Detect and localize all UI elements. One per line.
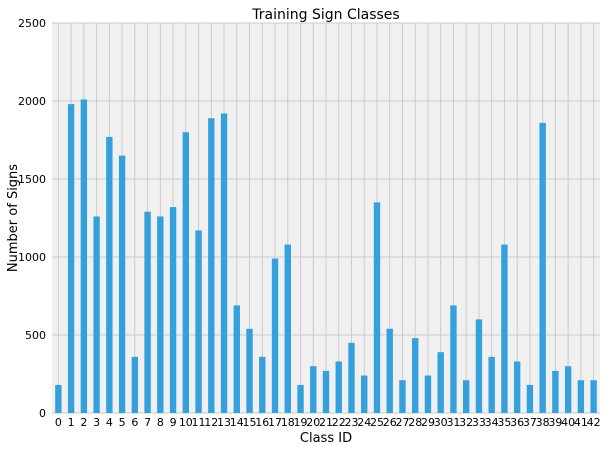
x-tick-label: 22 [332, 416, 346, 429]
x-tick-label: 1 [68, 416, 75, 429]
x-tick-label: 30 [434, 416, 448, 429]
bar-class-11 [195, 230, 202, 413]
bar-class-31 [450, 305, 457, 413]
y-tick-label: 1500 [18, 173, 46, 186]
bar-class-39 [552, 370, 559, 413]
x-tick-label: 14 [230, 416, 244, 429]
x-tick-label: 17 [268, 416, 282, 429]
x-tick-label: 20 [306, 416, 320, 429]
y-tick-label: 500 [25, 329, 46, 342]
bar-class-21 [322, 370, 330, 413]
x-tick-label: 6 [131, 416, 138, 429]
chart-title: Training Sign Classes [251, 7, 399, 23]
x-tick-label: 11 [192, 416, 206, 429]
x-tick-label: 9 [170, 416, 177, 429]
x-tick-label: 38 [536, 416, 550, 429]
x-tick-label: 5 [119, 416, 126, 429]
x-tick-label: 16 [255, 416, 269, 429]
bar-class-24 [361, 375, 368, 413]
x-tick-label: 25 [370, 416, 384, 429]
bar-class-14 [233, 305, 240, 413]
bar-class-8 [157, 216, 164, 413]
bar-class-34 [488, 356, 495, 413]
bar-class-32 [463, 380, 470, 413]
bar-class-28 [412, 338, 419, 413]
bar-class-37 [526, 384, 534, 413]
y-tick-label: 0 [39, 407, 46, 420]
x-tick-label: 21 [319, 416, 333, 429]
bar-class-27 [399, 380, 406, 413]
bar-class-22 [335, 361, 342, 413]
bar-class-26 [386, 328, 393, 413]
x-tick-label: 33 [472, 416, 486, 429]
bar-class-38 [539, 122, 546, 413]
x-tick-label: 13 [217, 416, 231, 429]
x-axis-ticks: 0 1 2 3 4 5 6 7 8 9 101112131415161718192021222324… [55, 416, 601, 429]
x-tick-label: 40 [561, 416, 575, 429]
bar-class-16 [259, 356, 266, 413]
bar-class-6 [131, 356, 139, 413]
y-axis-label: Number of Signs [6, 164, 21, 272]
x-tick-label: 27 [395, 416, 409, 429]
bar-class-40 [564, 366, 572, 413]
x-tick-label: 12 [204, 416, 218, 429]
x-tick-label: 26 [383, 416, 397, 429]
bar-class-42 [590, 380, 597, 413]
bar-class-41 [577, 380, 585, 413]
bar-class-3 [93, 216, 100, 413]
x-tick-label: 36 [510, 416, 524, 429]
x-tick-label: 34 [485, 416, 499, 429]
bar-class-1 [67, 104, 75, 414]
x-tick-label: 32 [459, 416, 473, 429]
x-tick-label: 7 [144, 416, 151, 429]
bar-class-2 [80, 99, 88, 413]
x-tick-label: 10 [179, 416, 193, 429]
x-tick-label: 19 [294, 416, 308, 429]
bar-class-15 [246, 328, 253, 413]
bar-class-7 [144, 211, 151, 413]
x-tick-label: 24 [357, 416, 371, 429]
x-axis-label: Class ID [300, 431, 352, 446]
bar-class-23 [348, 342, 355, 413]
x-tick-label: 18 [281, 416, 295, 429]
x-tick-label: 41 [574, 416, 588, 429]
x-tick-label: 2 [80, 416, 87, 429]
y-tick-label: 1000 [18, 251, 46, 264]
x-tick-label: 42 [587, 416, 601, 429]
bar-class-12 [208, 118, 215, 413]
x-tick-label: 0 [55, 416, 62, 429]
bar-class-13 [220, 113, 228, 413]
bar-class-29 [424, 375, 432, 413]
x-tick-label: 29 [421, 416, 435, 429]
x-tick-label: 39 [548, 416, 562, 429]
y-tick-label: 2500 [18, 17, 46, 30]
bar-class-10 [182, 132, 189, 413]
bar-class-36 [513, 361, 521, 413]
x-tick-label: 8 [157, 416, 164, 429]
bar-class-18 [284, 244, 291, 413]
x-tick-label: 37 [523, 416, 537, 429]
bars [55, 99, 597, 414]
bar-class-25 [373, 202, 381, 413]
bar-class-30 [437, 352, 444, 413]
x-tick-label: 4 [106, 416, 113, 429]
bar-class-35 [501, 244, 508, 413]
bar-class-4 [106, 136, 113, 413]
x-tick-label: 31 [446, 416, 460, 429]
x-tick-label: 15 [243, 416, 257, 429]
x-tick-label: 23 [344, 416, 358, 429]
y-tick-label: 2000 [18, 95, 46, 108]
bar-class-0 [55, 384, 62, 413]
bar-class-19 [297, 384, 304, 413]
bar-class-5 [118, 155, 126, 413]
x-tick-label: 3 [93, 416, 100, 429]
bar-class-20 [310, 366, 317, 413]
bar-class-9 [169, 207, 177, 413]
x-tick-label: 35 [497, 416, 511, 429]
x-tick-label: 28 [408, 416, 422, 429]
bar-class-33 [475, 319, 483, 413]
y-axis-ticks: 0 500 1000 1500 2000 2500 [18, 17, 46, 420]
bar-class-17 [271, 258, 279, 413]
